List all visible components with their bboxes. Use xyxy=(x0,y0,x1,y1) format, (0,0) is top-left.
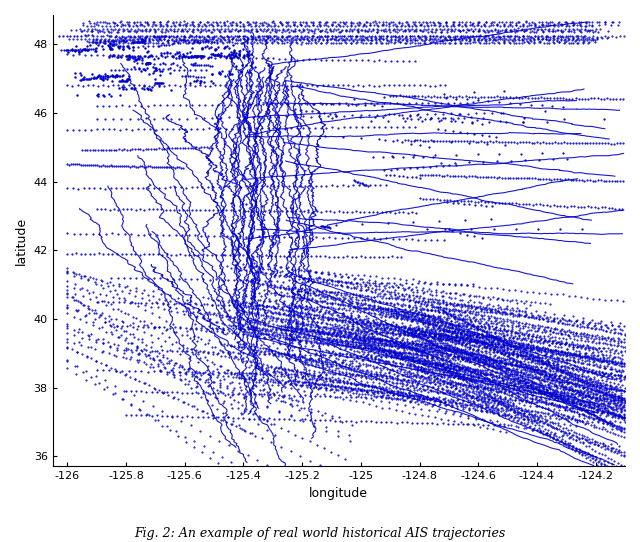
X-axis label: longitude: longitude xyxy=(309,487,369,500)
Text: Fig. 2: An example of real world historical AIS trajectories: Fig. 2: An example of real world histori… xyxy=(134,527,506,540)
Y-axis label: latitude: latitude xyxy=(15,217,28,265)
